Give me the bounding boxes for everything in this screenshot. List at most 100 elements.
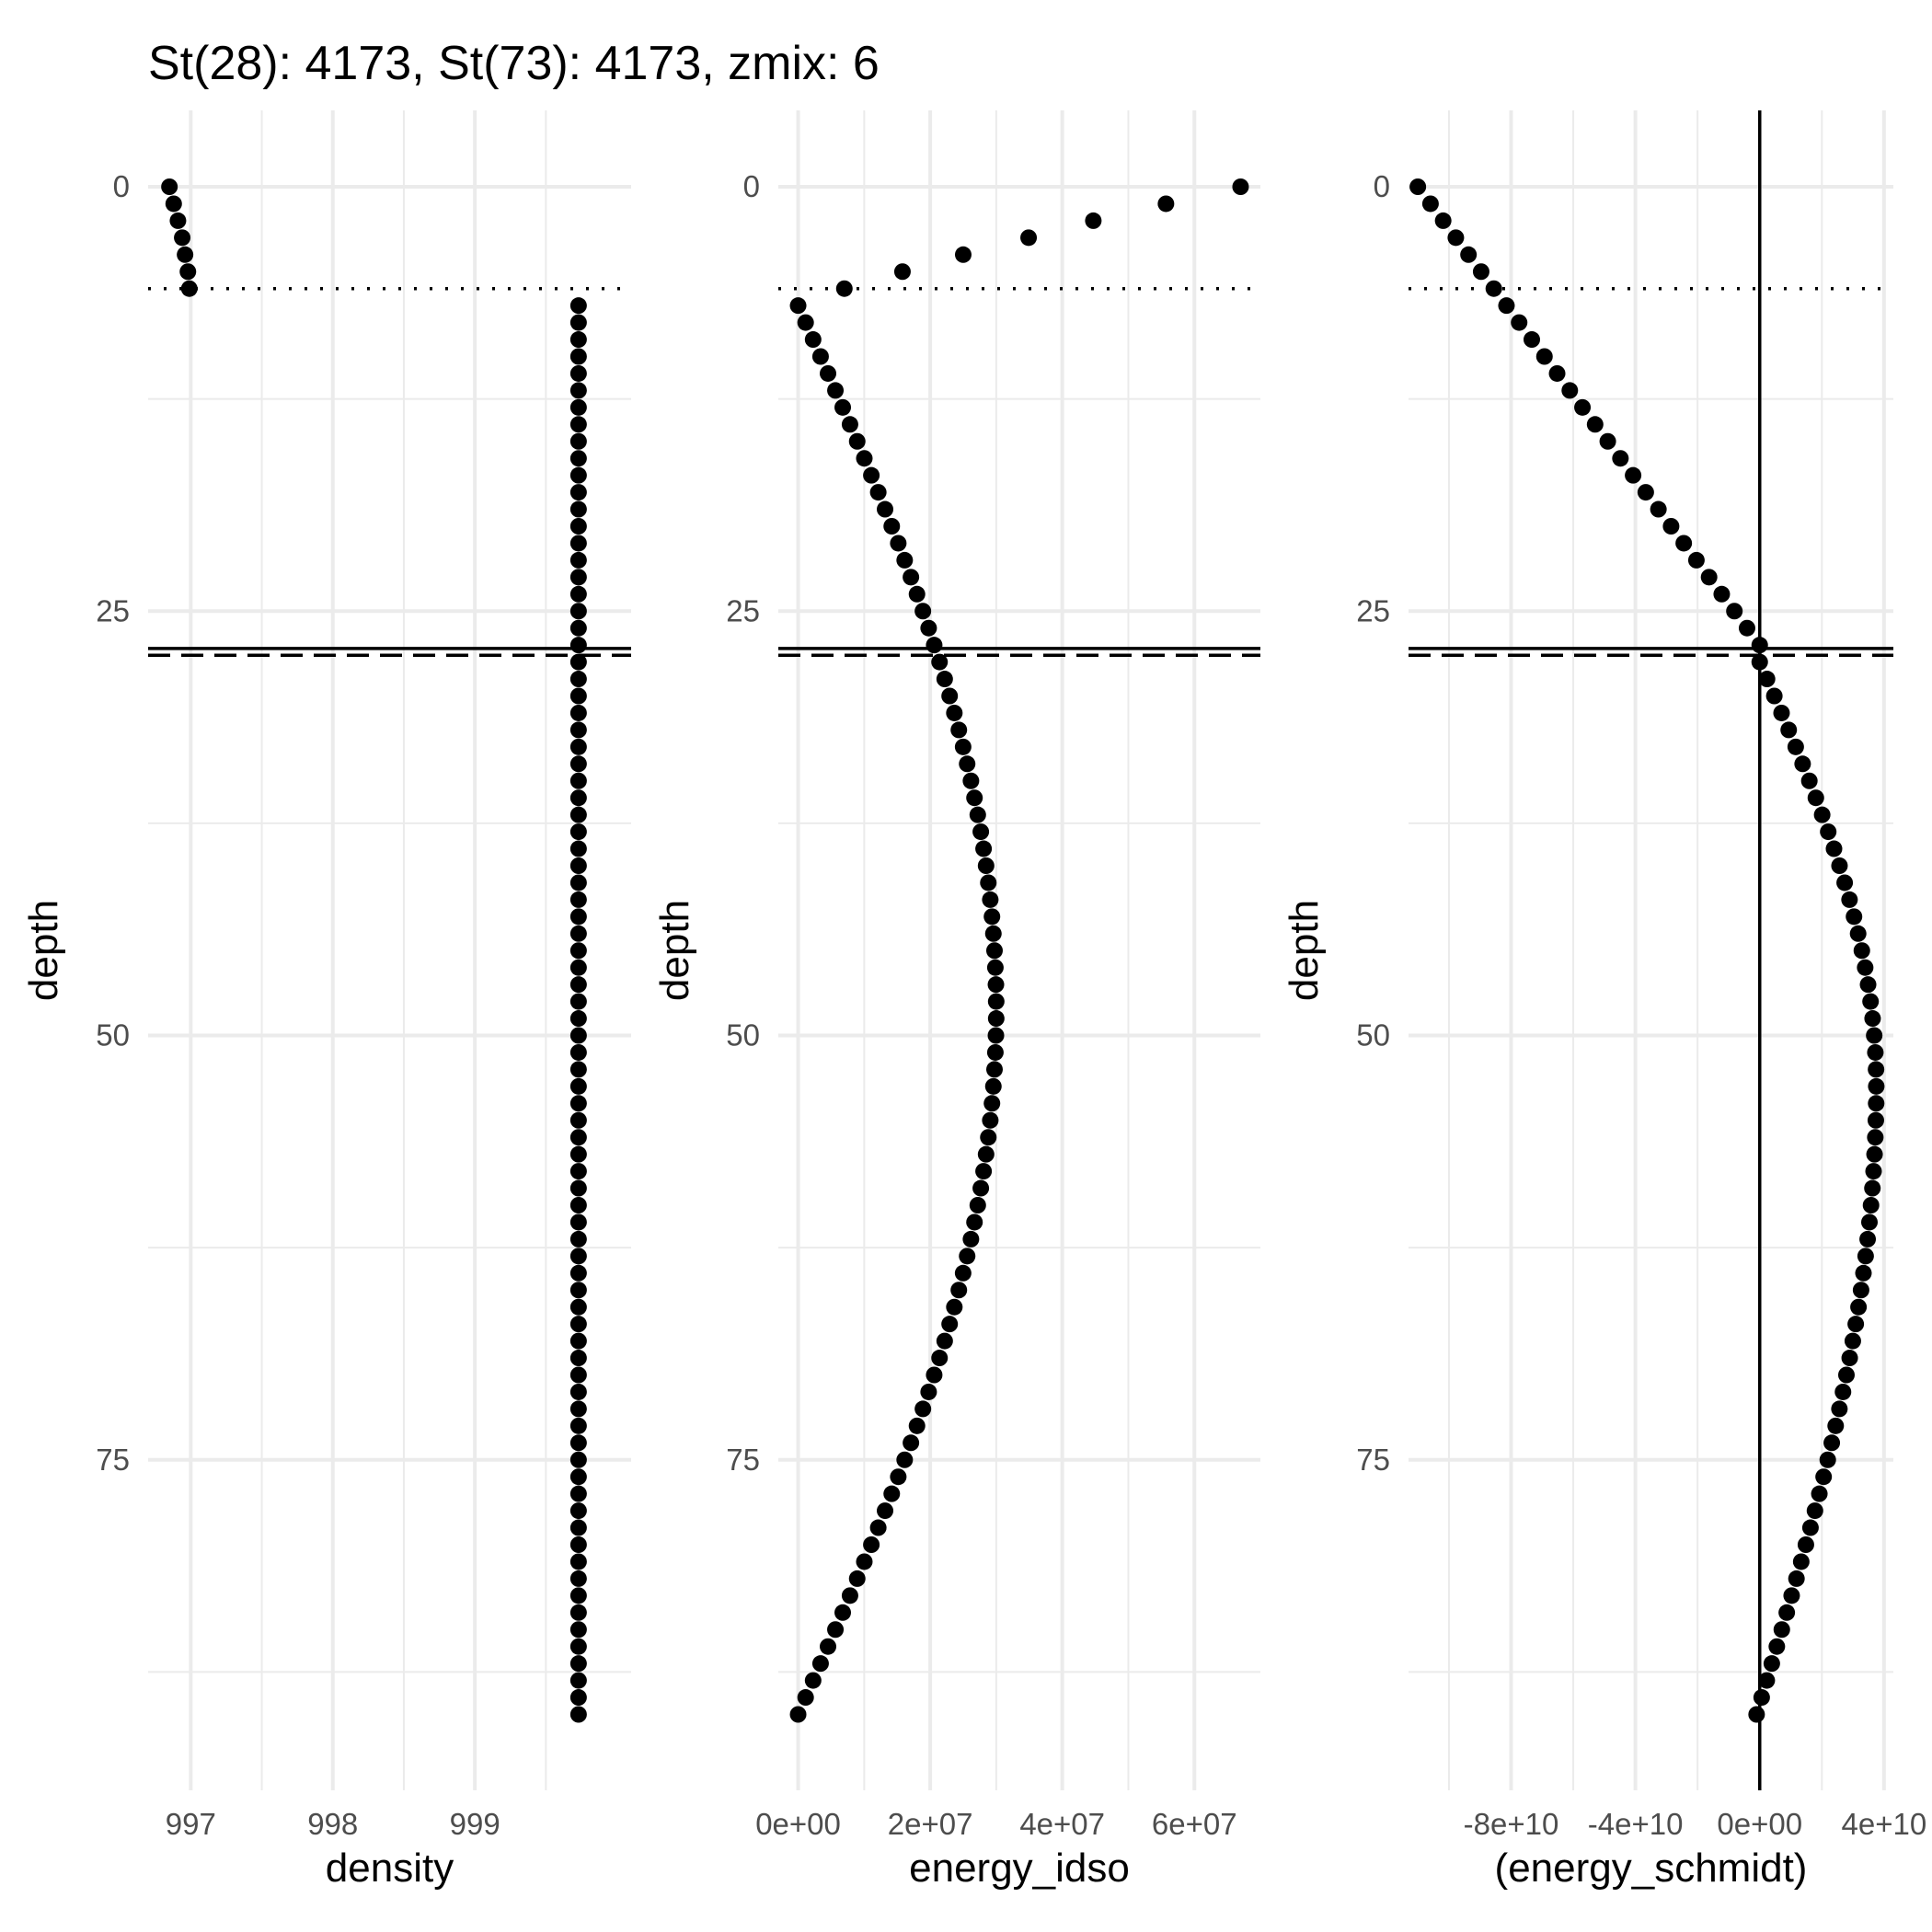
data-point (161, 178, 178, 195)
data-point (926, 637, 943, 654)
data-point (1823, 1434, 1841, 1452)
data-point (1751, 653, 1768, 671)
y-tick-label: 50 (1356, 1018, 1390, 1052)
data-point (569, 1316, 587, 1333)
data-point (1738, 619, 1755, 637)
data-point (986, 1043, 1004, 1061)
data-point (1827, 1417, 1845, 1434)
x-tick-label: 2e+07 (888, 1807, 973, 1841)
data-point (931, 1350, 949, 1367)
x-tick-label: -4e+10 (1588, 1807, 1684, 1841)
data-point (569, 1027, 587, 1044)
data-point (569, 1213, 587, 1231)
data-point (1447, 229, 1465, 247)
data-point (985, 942, 1003, 960)
data-point (569, 653, 587, 671)
data-point (569, 976, 587, 994)
y-tick-label: 25 (96, 593, 130, 627)
data-point (985, 1061, 1003, 1078)
data-point (1788, 1570, 1805, 1587)
x-tick-label: 4e+10 (1842, 1807, 1927, 1841)
data-point (569, 1197, 587, 1213)
data-point (174, 229, 191, 247)
x-axis-title: (energy_schmidt) (1495, 1846, 1808, 1891)
data-point (893, 263, 911, 281)
data-point (883, 1485, 901, 1502)
data-point (856, 450, 873, 467)
data-point (954, 1264, 972, 1282)
data-point (1844, 1332, 1861, 1350)
data-point (877, 500, 894, 518)
data-point (863, 466, 880, 484)
data-point (569, 1095, 587, 1112)
data-point (1157, 195, 1175, 213)
data-point (835, 280, 853, 297)
y-tick-label: 0 (113, 169, 130, 203)
data-point (1599, 432, 1616, 450)
data-point (1862, 1197, 1880, 1213)
data-point (1792, 1553, 1810, 1570)
data-point (1811, 1485, 1828, 1502)
energy-idso-panel: 0 25 50 75 0e+00 2e+07 4e+07 6e+07 energy_idso de… (652, 110, 1260, 1891)
data-point (931, 653, 949, 671)
data-point (980, 874, 997, 891)
data-point (797, 314, 814, 331)
data-point (569, 891, 587, 908)
data-point (936, 1332, 953, 1350)
data-point (1687, 551, 1705, 569)
data-point (1831, 1400, 1848, 1418)
data-point (569, 1366, 587, 1384)
data-point (569, 500, 587, 518)
data-point (569, 1282, 587, 1299)
data-point (569, 619, 587, 637)
data-point (1834, 1383, 1852, 1400)
data-point (569, 297, 587, 315)
data-point (569, 1400, 587, 1418)
data-point (827, 382, 845, 399)
data-point (896, 1451, 914, 1468)
data-point (969, 1197, 986, 1213)
data-point (569, 364, 587, 382)
data-point (1847, 1316, 1865, 1333)
data-point (987, 1010, 1005, 1028)
data-point (1868, 1077, 1885, 1095)
data-point (1780, 721, 1798, 739)
data-point (569, 857, 587, 874)
data-point (569, 585, 587, 603)
data-point (569, 874, 587, 891)
y-tick-label: 0 (1374, 169, 1390, 203)
data-point (811, 1655, 829, 1673)
data-point (569, 1111, 587, 1129)
data-point (946, 704, 963, 721)
data-point (811, 348, 829, 365)
data-point (983, 1095, 1001, 1112)
y-axis-title: depth (652, 900, 697, 1001)
data-point (569, 1485, 587, 1502)
y-tick-label: 75 (1356, 1443, 1390, 1477)
data-point (569, 637, 587, 654)
data-point (569, 772, 587, 789)
data-point (1561, 382, 1579, 399)
data-point (569, 1010, 587, 1028)
data-point (959, 1248, 976, 1265)
data-point (569, 823, 587, 841)
x-tick-label: 0e+00 (1717, 1807, 1802, 1841)
data-point (856, 1553, 873, 1570)
x-tick-label: 4e+07 (1019, 1807, 1105, 1841)
data-point (966, 1213, 983, 1231)
data-point (569, 331, 587, 349)
data-point (972, 823, 990, 841)
data-point (986, 959, 1004, 976)
data-point (569, 348, 587, 365)
data-point (1524, 331, 1541, 349)
data-point (569, 942, 587, 960)
data-point (569, 1587, 587, 1604)
data-point (1612, 450, 1629, 467)
data-point (569, 1451, 587, 1468)
data-point (569, 1706, 587, 1723)
energy-schmidt-panel: 0 25 50 75 -8e+10 -4e+10 0e+00 4e+10 (energy_sch… (1282, 110, 1926, 1891)
data-point (1748, 1706, 1765, 1723)
data-point (569, 704, 587, 721)
data-point (569, 789, 587, 807)
data-point (1753, 1689, 1770, 1707)
